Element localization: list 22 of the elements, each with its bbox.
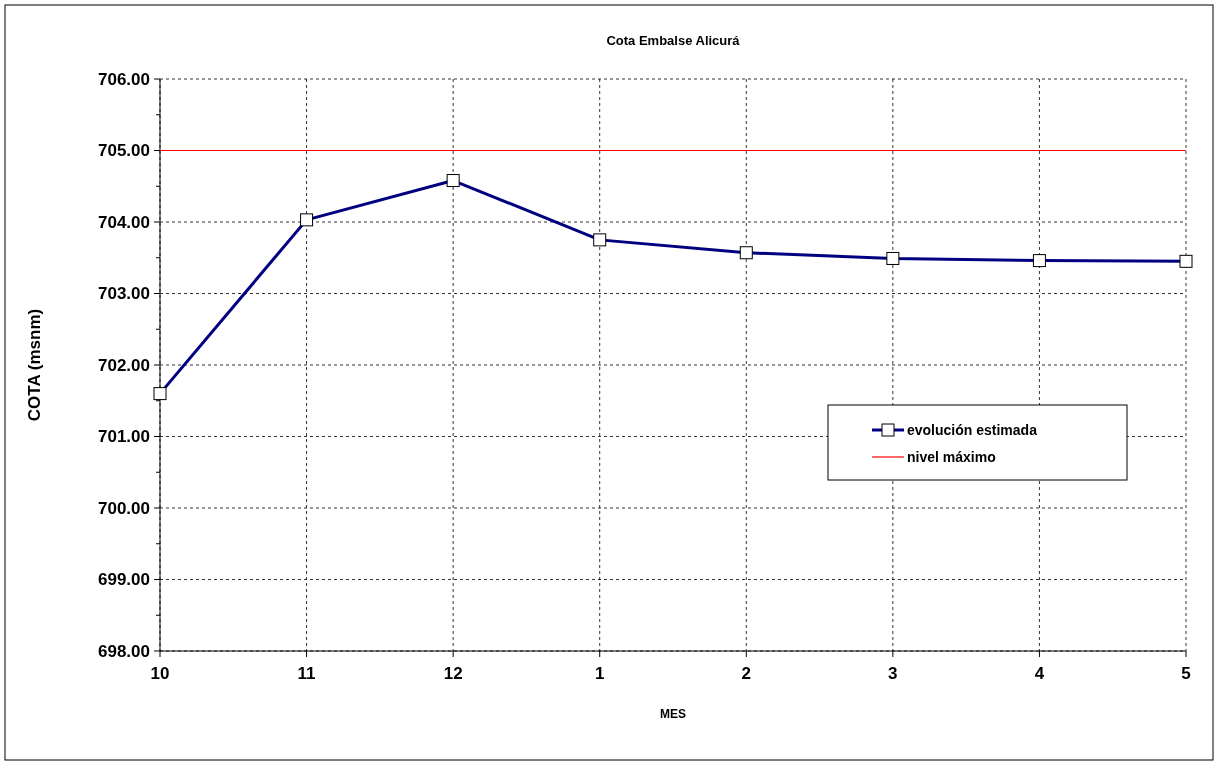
legend-label: evolución estimada (907, 421, 1038, 438)
y-tick-label: 701.00 (98, 427, 150, 447)
y-tick-label: 704.00 (98, 212, 150, 232)
y-tick-label: 702.00 (98, 355, 150, 375)
y-tick-label: 698.00 (98, 641, 150, 661)
x-tick-label: 12 (443, 664, 463, 683)
x-tick-label: 2 (741, 664, 752, 683)
x-tick-label: 10 (150, 664, 170, 683)
x-axis-title: MES (659, 707, 687, 721)
x-tick-label: 3 (888, 664, 898, 683)
y-tick-label: 699.00 (98, 570, 150, 590)
x-tick-label: 11 (297, 664, 316, 683)
chart-title: Cota Embalse Alicurá (606, 33, 741, 48)
y-tick-label: 705.00 (98, 141, 150, 161)
x-tick-label: 1 (594, 664, 605, 683)
x-tick-label: 5 (1181, 664, 1191, 683)
y-tick-label: 700.00 (98, 498, 150, 518)
y-tick-label: 706.00 (98, 69, 150, 89)
y-axis-title: COTA (msnm) (25, 308, 44, 422)
y-tick-label: 703.00 (98, 284, 150, 304)
x-tick-label: 4 (1034, 664, 1045, 683)
legend-label: nivel máximo (907, 448, 996, 465)
